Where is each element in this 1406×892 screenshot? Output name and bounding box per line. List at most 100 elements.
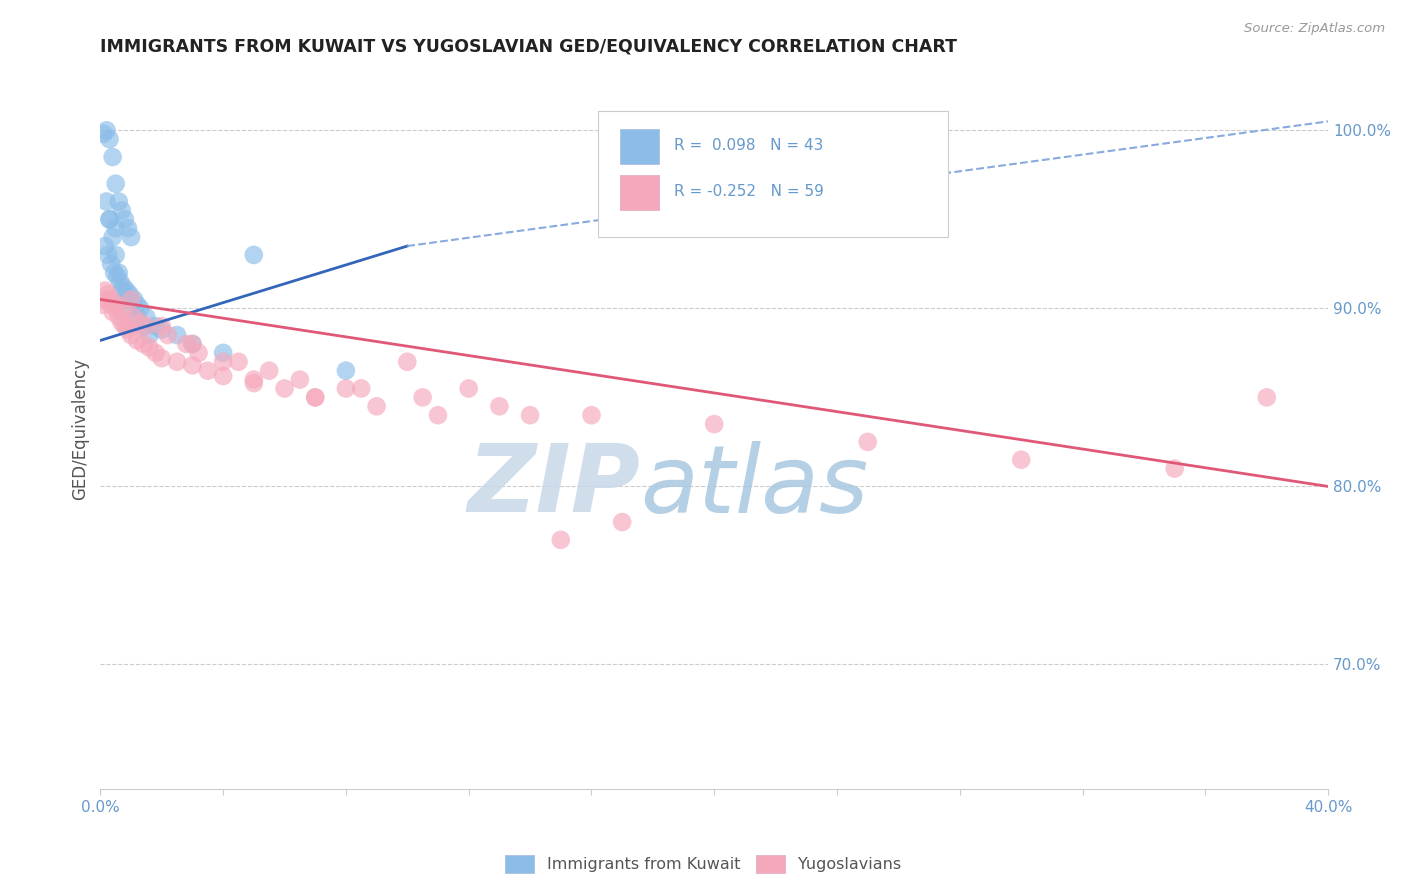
Point (412, 391, 434, 405)
Point (150, 351, 173, 366)
Point (212, 369, 235, 384)
Point (581, 408, 603, 422)
Point (93, 127, 115, 141)
Point (96, 194, 118, 209)
Point (114, 293, 136, 307)
Point (122, 293, 145, 307)
Point (117, 221, 139, 235)
Point (197, 364, 219, 378)
FancyBboxPatch shape (620, 129, 659, 164)
Point (366, 399, 388, 413)
Point (104, 221, 127, 235)
Text: IMMIGRANTS FROM KUWAIT VS YUGOSLAVIAN GED/EQUIVALENCY CORRELATION CHART: IMMIGRANTS FROM KUWAIT VS YUGOSLAVIAN GE… (100, 37, 957, 55)
Point (132, 319, 155, 334)
Point (350, 382, 373, 396)
Point (135, 310, 157, 325)
Y-axis label: GED/Equivalency: GED/Equivalency (72, 358, 89, 500)
Point (100, 293, 122, 307)
Point (243, 248, 266, 262)
Point (105, 269, 128, 284)
Point (97, 287, 120, 301)
Point (101, 150, 124, 164)
Point (101, 305, 124, 319)
Point (1163, 461, 1185, 475)
Point (138, 328, 160, 343)
Point (127, 334, 149, 348)
Point (138, 341, 160, 355)
Point (127, 310, 149, 325)
Point (166, 328, 188, 343)
Point (97, 248, 120, 262)
Point (156, 328, 179, 343)
Point (181, 337, 204, 351)
Point (111, 203, 134, 218)
Point (212, 346, 235, 360)
Point (335, 382, 357, 396)
Point (150, 319, 173, 334)
Point (176, 337, 198, 351)
Point (105, 298, 128, 312)
Point (166, 355, 188, 369)
Text: ZIP: ZIP (468, 441, 641, 533)
Point (304, 391, 326, 405)
Point (1010, 452, 1032, 467)
Point (115, 284, 138, 298)
Point (93, 298, 115, 312)
Point (228, 355, 250, 369)
Point (96, 123, 118, 137)
Point (243, 373, 266, 387)
Point (257, 364, 280, 378)
Point (181, 337, 204, 351)
Point (120, 301, 142, 316)
Point (107, 310, 129, 325)
Point (145, 319, 167, 334)
Point (135, 319, 157, 334)
Point (98, 212, 121, 227)
Legend: Immigrants from Kuwait, Yugoslavians: Immigrants from Kuwait, Yugoslavians (499, 848, 907, 880)
Point (117, 323, 139, 337)
Point (120, 328, 142, 343)
Text: R = -0.252   N = 59: R = -0.252 N = 59 (673, 184, 824, 199)
Point (550, 533, 572, 547)
Text: Source: ZipAtlas.com: Source: ZipAtlas.com (1244, 22, 1385, 36)
Point (122, 310, 145, 325)
Point (856, 434, 879, 449)
Text: R =  0.098   N = 43: R = 0.098 N = 43 (673, 137, 823, 153)
Point (120, 293, 142, 307)
Point (288, 373, 311, 387)
Point (107, 266, 129, 280)
Point (127, 298, 149, 312)
Point (129, 301, 152, 316)
FancyBboxPatch shape (620, 176, 659, 210)
Point (396, 355, 419, 369)
Point (145, 346, 167, 360)
Point (118, 287, 141, 301)
Point (104, 177, 127, 191)
Point (98, 132, 121, 146)
Point (519, 408, 541, 422)
Point (150, 323, 173, 337)
Point (101, 230, 124, 244)
Point (304, 391, 326, 405)
Point (111, 284, 134, 298)
Point (427, 408, 450, 422)
Point (107, 194, 129, 209)
Point (114, 212, 136, 227)
Point (703, 417, 725, 431)
Text: atlas: atlas (641, 441, 869, 532)
FancyBboxPatch shape (598, 112, 948, 237)
Point (104, 301, 127, 316)
Point (111, 316, 134, 330)
Point (1256, 391, 1278, 405)
Point (104, 248, 127, 262)
Point (120, 230, 142, 244)
Point (335, 364, 357, 378)
Point (129, 316, 152, 330)
Point (112, 305, 135, 319)
Point (114, 319, 136, 334)
Point (132, 337, 155, 351)
Point (612, 515, 634, 529)
Point (98, 296, 121, 310)
Point (100, 257, 122, 271)
Point (212, 355, 235, 369)
